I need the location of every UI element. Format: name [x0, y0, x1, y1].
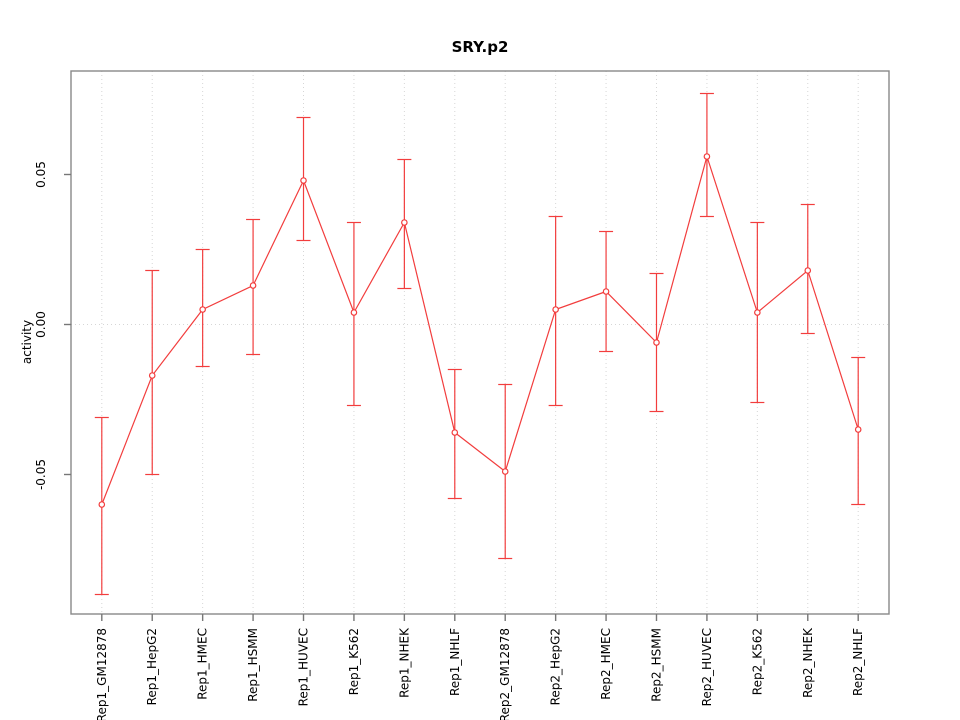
chart-title: SRY.p2 — [451, 38, 509, 56]
x-tick-label: Rep1_HUVEC — [297, 628, 311, 706]
plot-frame — [70, 70, 890, 615]
x-tick-label: Rep2_K562 — [750, 628, 764, 695]
x-tick-label: Rep1_HSMM — [246, 628, 260, 702]
data-point — [451, 429, 459, 436]
x-tick-label: Rep2_HMEC — [599, 628, 613, 700]
data-point — [854, 426, 862, 433]
x-tick-label: Rep2_NHLF — [851, 628, 865, 696]
x-tick-label: Rep2_HepG2 — [549, 628, 563, 705]
data-point — [501, 468, 509, 475]
data-point — [350, 309, 358, 316]
data-point — [249, 282, 257, 289]
data-point — [552, 306, 559, 313]
x-tick-label: Rep2_GM12878 — [498, 628, 512, 720]
data-point — [754, 309, 761, 316]
y-tick-label: 0.00 — [34, 311, 48, 338]
data-point — [199, 306, 206, 313]
x-tick-label: Rep1_HMEC — [196, 628, 210, 700]
data-point — [401, 219, 408, 226]
data-point — [98, 501, 106, 508]
x-tick-label: Rep2_HSMM — [649, 628, 663, 702]
x-tick-label: Rep1_HepG2 — [145, 628, 159, 705]
y-tick-label: -0.05 — [34, 459, 48, 490]
data-point — [148, 372, 156, 379]
data-point — [703, 153, 711, 160]
data-point — [602, 288, 610, 295]
x-tick-label: Rep1_GM12878 — [95, 628, 109, 720]
x-tick-label: Rep1_NHEK — [397, 627, 411, 698]
x-tick-label: Rep1_NHLF — [448, 628, 462, 696]
data-point — [653, 339, 660, 346]
y-tick-label: 0.05 — [34, 161, 48, 188]
series-line — [101, 154, 859, 505]
x-tick-label: Rep2_NHEK — [801, 627, 815, 698]
x-tick-label: Rep1_K562 — [347, 628, 361, 695]
x-tick-label: Rep2_HUVEC — [700, 628, 714, 706]
data-point — [300, 177, 307, 184]
data-point — [804, 267, 812, 274]
